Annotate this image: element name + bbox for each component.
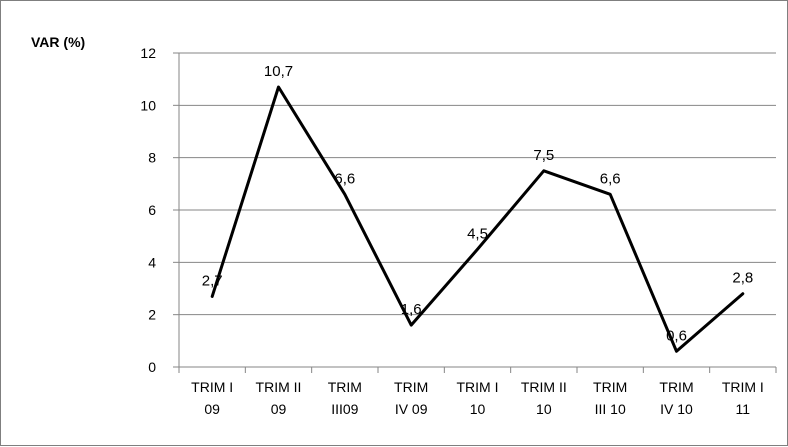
y-tick-label: 0 <box>148 359 156 375</box>
x-tick-label: 09 <box>204 401 220 417</box>
x-tick-label: 11 <box>736 401 751 417</box>
y-tick-label: 6 <box>148 202 156 218</box>
y-tick-label: 10 <box>140 97 156 113</box>
data-label: 7,5 <box>533 147 554 164</box>
x-tick-label: III09 <box>331 401 358 417</box>
x-tick-label: TRIM <box>328 379 362 395</box>
x-tick-label: TRIM <box>659 379 693 395</box>
x-tick-label: TRIM I <box>457 379 499 395</box>
x-tick-label: 09 <box>271 401 287 417</box>
y-tick-label: 8 <box>148 150 156 166</box>
x-tick-label: IV 09 <box>395 401 428 417</box>
x-tick-label: IV 10 <box>660 401 693 417</box>
y-tick-label: 2 <box>148 307 156 323</box>
data-label: 0,6 <box>666 327 687 344</box>
x-tick-label: TRIM I <box>722 379 764 395</box>
data-label: 4,5 <box>467 225 488 242</box>
data-label: 6,6 <box>600 170 621 187</box>
x-tick-label: TRIM <box>593 379 627 395</box>
data-label: 10,7 <box>264 63 293 80</box>
y-axis-label: VAR (%) <box>31 34 85 50</box>
x-tick-label: TRIM I <box>191 379 233 395</box>
y-tick-label: 12 <box>140 45 156 61</box>
x-tick-label: TRIM II <box>521 379 567 395</box>
y-tick-label: 4 <box>148 254 156 270</box>
data-label: 2,8 <box>732 270 753 287</box>
data-label: 6,6 <box>334 170 355 187</box>
data-label: 2,7 <box>202 272 223 289</box>
x-tick-label: III 10 <box>595 401 626 417</box>
x-tick-label: TRIM <box>394 379 428 395</box>
series-line <box>210 85 745 353</box>
x-tick-label: 10 <box>470 401 486 417</box>
x-tick-label: TRIM II <box>256 379 302 395</box>
data-label: 1,6 <box>401 301 422 318</box>
x-tick-label: 10 <box>536 401 552 417</box>
